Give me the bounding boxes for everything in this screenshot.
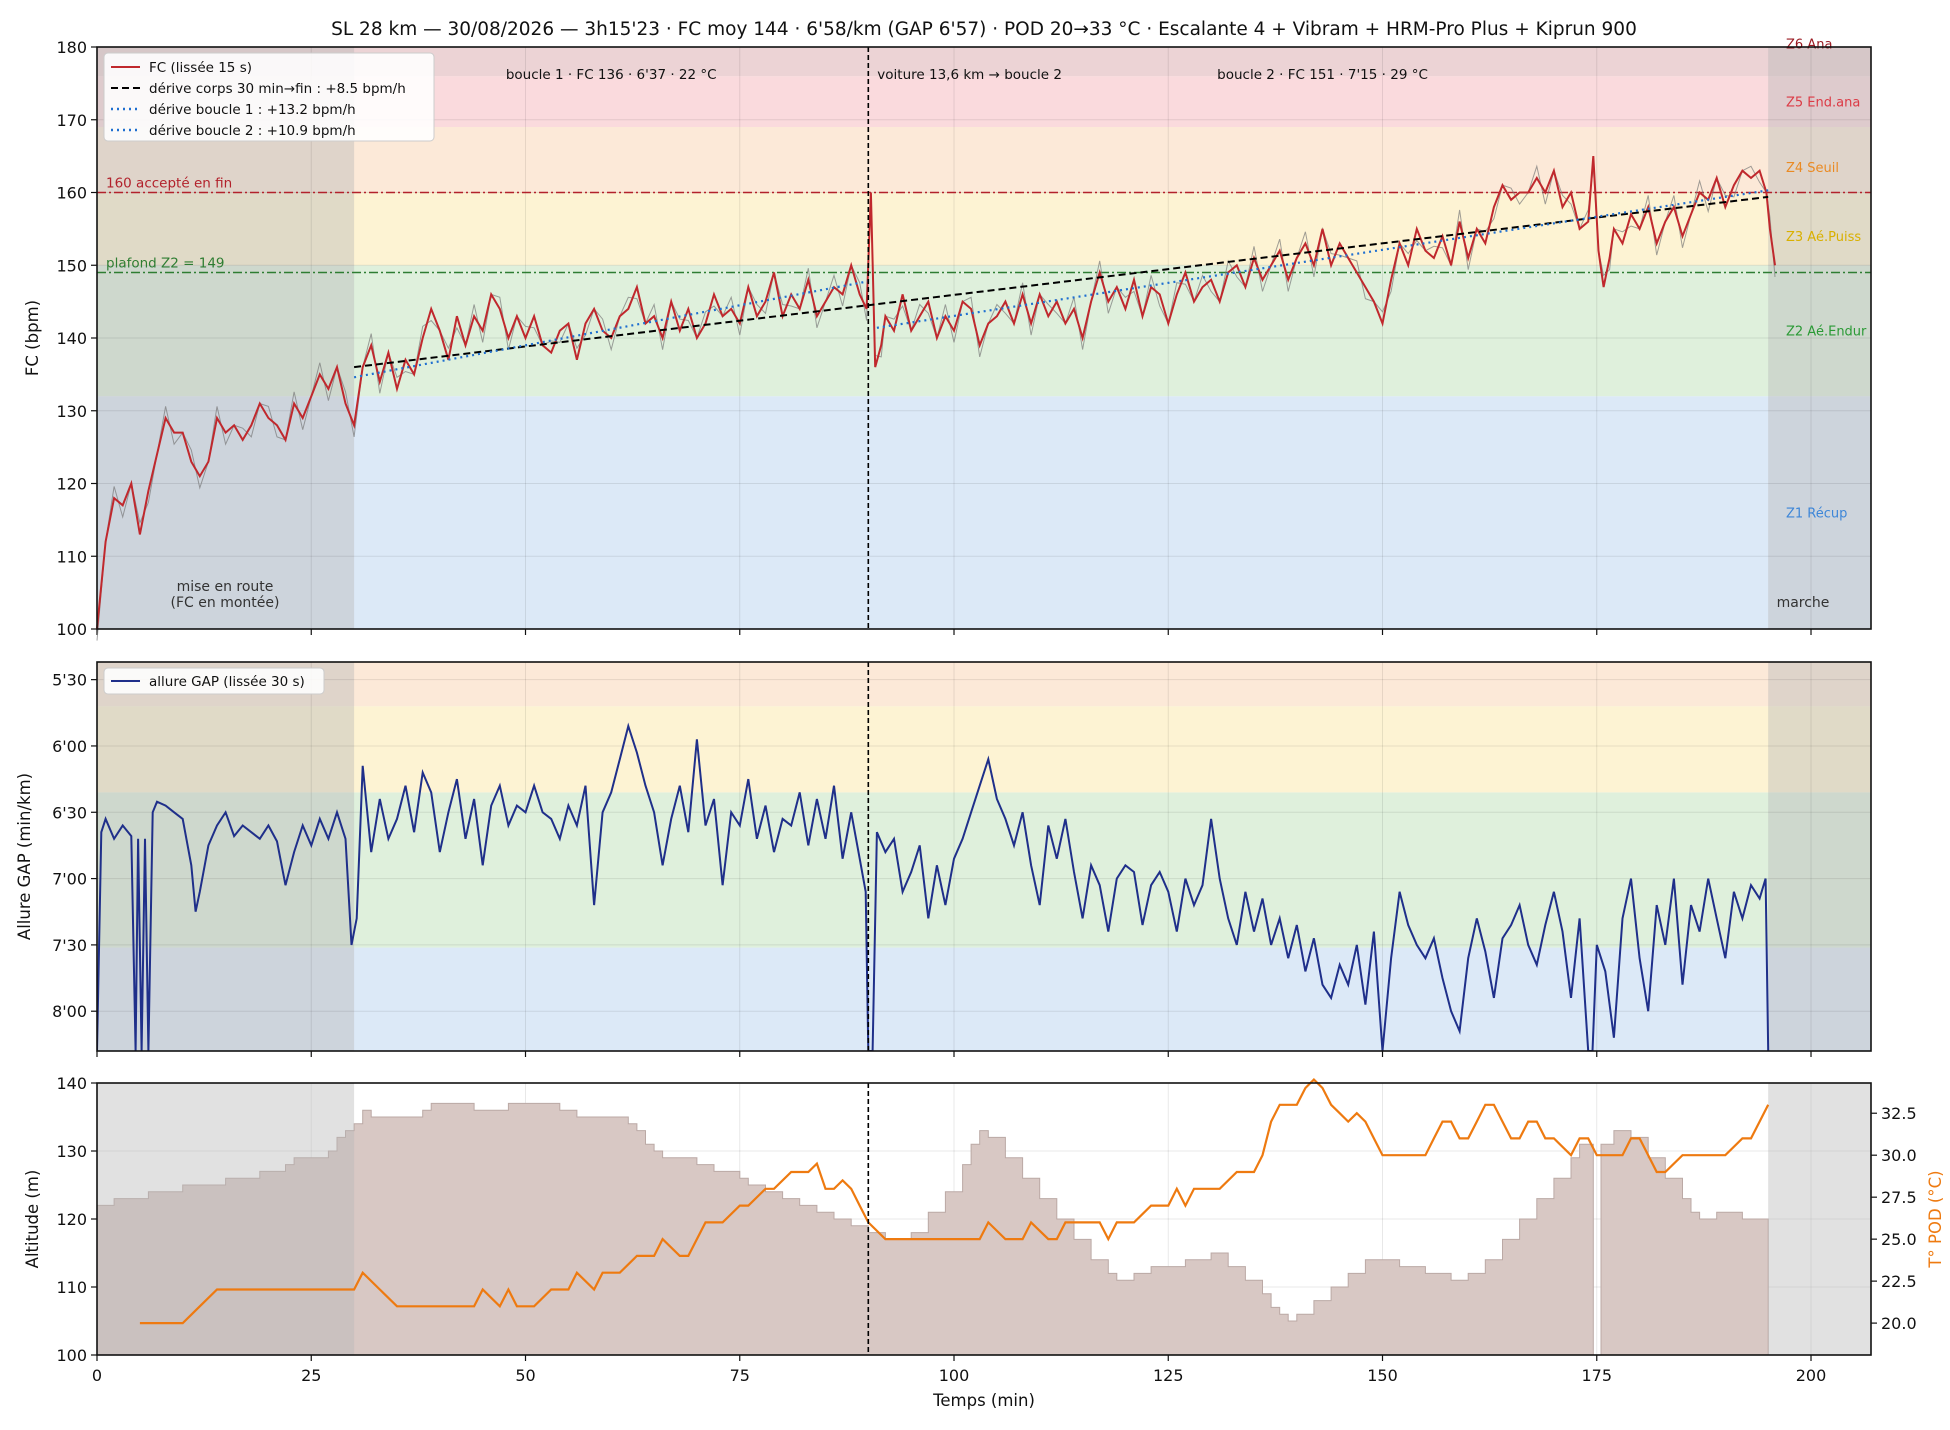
plot-frame xyxy=(96,1082,1872,1356)
y-axis-label: Altitude (m) xyxy=(23,1170,42,1269)
y-tick-label: 140 xyxy=(56,1074,87,1093)
y-tick-label: 110 xyxy=(56,1278,87,1297)
legend-entry: dérive boucle 1 : +13.2 bpm/h xyxy=(149,102,356,118)
drift-body-line xyxy=(353,195,1769,369)
pace-panel: 5'30 6'00 6'30 7'00 7'30 8'00 allure GAP (liss… xyxy=(15,661,1872,1057)
x-tick-label: 175 xyxy=(1581,1366,1612,1385)
plot-frame xyxy=(96,46,1872,630)
y-axis-label: FC (bpm) xyxy=(23,300,42,376)
pace-zone-band xyxy=(97,947,1871,1051)
legend-box xyxy=(103,667,325,695)
y-tick-label: 120 xyxy=(56,1210,87,1229)
y-tick-label: 150 xyxy=(56,256,87,275)
drift-loop2-line xyxy=(876,189,1769,329)
legend-box xyxy=(103,52,435,142)
altitude-area xyxy=(96,1102,1769,1356)
zone-label: Z5 End.ana xyxy=(1786,96,1860,111)
legend-entry: dérive corps 30 min→fin : +8.5 bpm/h xyxy=(149,81,406,97)
loop-annotation: boucle 1 · FC 136 · 6'37 · 22 °C xyxy=(506,67,717,83)
y-tick-label: 6'00 xyxy=(52,737,87,756)
hr-zone-band xyxy=(97,192,1871,266)
pace-zone-band xyxy=(97,662,1871,707)
chart-title: SL 28 km — 30/08/2026 — 3h15'23 · FC moy… xyxy=(331,19,1637,40)
pace-zone-band xyxy=(97,792,1871,948)
y2-tick-label: 22.5 xyxy=(1881,1272,1917,1291)
y-tick-label: 130 xyxy=(56,1142,87,1161)
plot-frame xyxy=(96,661,1872,1052)
zone-label: Z3 Aé.Puiss xyxy=(1786,230,1861,245)
y2-tick-label: 20.0 xyxy=(1881,1314,1917,1333)
warmup-label: mise en route xyxy=(177,579,274,595)
zone-label: Z4 Seuil xyxy=(1786,161,1839,176)
loop-annotation: voiture 13,6 km → boucle 2 xyxy=(877,67,1062,83)
legend-entry: FC (lissée 15 s) xyxy=(149,60,252,76)
y2-tick-label: 32.5 xyxy=(1881,1104,1917,1123)
y-tick-label: 170 xyxy=(56,111,87,130)
y2-tick-label: 30.0 xyxy=(1881,1146,1917,1165)
x-tick-label: 150 xyxy=(1367,1366,1398,1385)
y-tick-label: 8'00 xyxy=(52,1002,87,1021)
y-tick-label: 130 xyxy=(56,402,87,421)
pace-zone-band xyxy=(97,706,1871,793)
y-tick-label: 100 xyxy=(56,1346,87,1365)
shaded-region xyxy=(1768,1083,1871,1355)
y-tick-label: 100 xyxy=(56,620,87,639)
y-tick-label: 5'30 xyxy=(52,671,87,690)
threshold-label: plafond Z2 = 149 xyxy=(106,256,225,272)
y-tick-label: 140 xyxy=(56,329,87,348)
loop-annotation: boucle 2 · FC 151 · 7'15 · 29 °C xyxy=(1217,67,1428,83)
pace-legend: allure GAP (lissée 30 s) xyxy=(103,667,325,695)
legend-entry: dérive boucle 2 : +10.9 bpm/h xyxy=(149,123,356,139)
x-axis-label: Temps (min) xyxy=(932,1391,1035,1410)
y-tick-label: 7'00 xyxy=(52,870,87,889)
y-tick-label: 120 xyxy=(56,475,87,494)
y-tick-label: 110 xyxy=(56,547,87,566)
walk-label: marche xyxy=(1777,595,1830,611)
x-tick-label: 75 xyxy=(730,1366,750,1385)
shaded-region xyxy=(1768,662,1871,1051)
y-tick-label: 180 xyxy=(56,38,87,57)
warmup-label: (FC en montée) xyxy=(171,595,280,611)
zone-label: Z1 Récup xyxy=(1786,507,1847,522)
x-tick-label: 125 xyxy=(1153,1366,1184,1385)
hr-panel: 100 110 120 130 140 150 160 170 180 Z1 Récup Z2 Aé… xyxy=(23,37,1872,641)
x-tick-label: 0 xyxy=(92,1366,102,1385)
x-tick-label: 50 xyxy=(515,1366,535,1385)
temperature-line xyxy=(139,1078,1770,1325)
y2-tick-label: 27.5 xyxy=(1881,1188,1917,1207)
y-tick-label: 6'30 xyxy=(52,803,87,822)
hr-smoothed-line xyxy=(96,156,1776,630)
altitude-panel: 0 25 50 75 100 125 150 175 200 100 110 120 130 140 20.… xyxy=(23,1074,1945,1410)
shaded-region xyxy=(97,1083,355,1355)
hr-legend: FC (lissée 15 s) dérive corps 30 min→fin … xyxy=(103,52,435,142)
threshold-label: 160 accepté en fin xyxy=(106,176,232,192)
pace-line xyxy=(97,722,1770,1051)
y-tick-label: 7'30 xyxy=(52,936,87,955)
x-tick-label: 25 xyxy=(301,1366,321,1385)
y-axis-label: Allure GAP (min/km) xyxy=(15,773,34,940)
x-tick-label: 100 xyxy=(939,1366,970,1385)
y-tick-label: 160 xyxy=(56,184,87,203)
zone-label: Z6 Ana xyxy=(1786,37,1832,52)
y2-tick-label: 25.0 xyxy=(1881,1230,1917,1249)
zone-label: Z2 Aé.Endur xyxy=(1786,325,1867,340)
shaded-region xyxy=(1768,47,1871,629)
x-tick-label: 200 xyxy=(1796,1366,1827,1385)
legend-entry: allure GAP (lissée 30 s) xyxy=(149,674,305,690)
y2-axis-label: T° POD (°C) xyxy=(1926,1170,1945,1268)
hr-zone-band xyxy=(97,396,1871,629)
